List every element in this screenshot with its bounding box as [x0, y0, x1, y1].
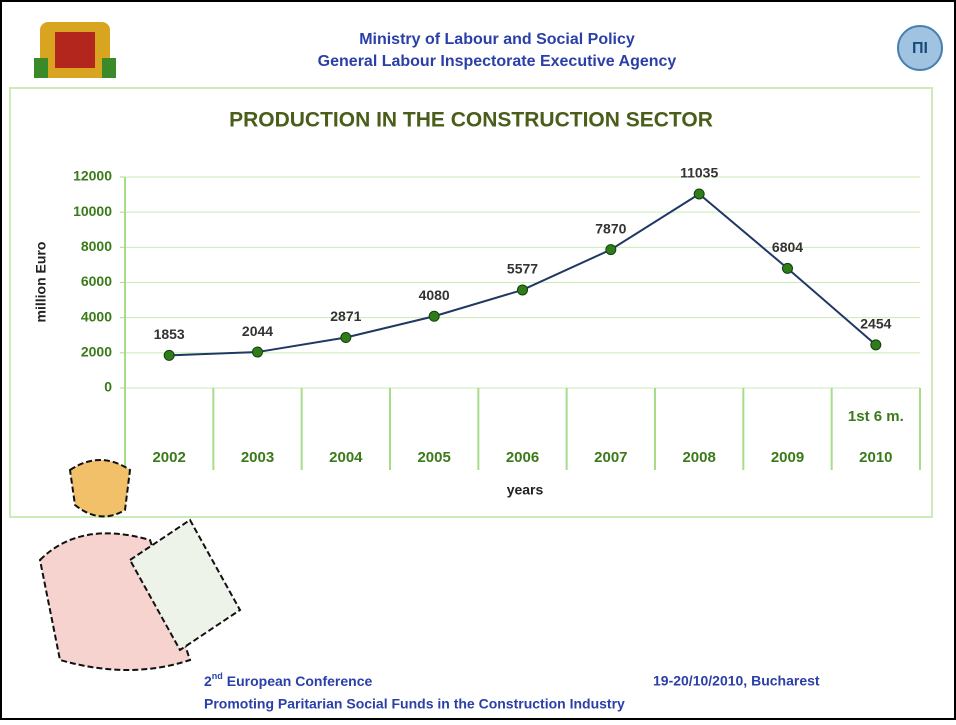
x-tick-label: 2005 [417, 449, 450, 466]
x-tick-label: 2010 [859, 449, 892, 466]
agency-logo: ΠΙ [898, 26, 942, 70]
y-tick-label: 12000 [73, 168, 112, 184]
data-label: 11035 [680, 165, 718, 181]
conference: European Conference [227, 673, 373, 689]
ordinal: 2 [204, 673, 212, 689]
data-point [341, 333, 351, 343]
data-label: 6804 [772, 239, 803, 255]
y-tick-label: 2000 [81, 344, 112, 360]
data-point [871, 340, 881, 350]
footer-subtitle: Promoting Paritarian Social Funds in the… [204, 696, 625, 712]
data-point [164, 350, 174, 360]
data-label: 1853 [154, 326, 185, 342]
x-tick-label: 2007 [594, 449, 627, 466]
data-label: 2871 [330, 308, 361, 324]
data-point [253, 347, 263, 357]
data-label: 2454 [860, 316, 891, 332]
x-tick-label: 2009 [771, 449, 804, 466]
crest-logo [34, 22, 116, 78]
data-label: 7870 [595, 220, 626, 236]
data-point [606, 245, 616, 255]
x-tick-label: 2006 [506, 449, 539, 466]
y-tick-label: 6000 [81, 273, 112, 289]
header-line: Ministry of Labour and Social Policy [359, 31, 635, 48]
footer-text: 2nd European Conference [204, 671, 372, 688]
chart-title: PRODUCTION IN THE CONSTRUCTION SECTOR [229, 109, 713, 132]
footer-dates: 19-20/10/2010, Bucharest [653, 673, 820, 689]
y-tick-label: 10000 [73, 203, 112, 219]
data-point [783, 263, 793, 273]
svg-text:ΠΙ: ΠΙ [912, 40, 928, 57]
y-tick-label: 4000 [81, 308, 112, 324]
data-point [429, 311, 439, 321]
x-tick-label: 2003 [241, 449, 274, 466]
x-tick-label: 2004 [329, 449, 363, 466]
y-tick-label: 8000 [81, 238, 112, 254]
data-label: 4080 [419, 287, 450, 303]
ordinal-suffix: nd [212, 671, 223, 681]
y-axis-label: million Euro [33, 242, 49, 323]
data-point [518, 285, 528, 295]
slide: ΠΙ Ministry of Labour and Social Policy … [0, 0, 956, 720]
x-tick-label: 2002 [152, 449, 185, 466]
data-label: 2044 [242, 323, 273, 339]
data-point [694, 189, 704, 199]
data-label: 5577 [507, 261, 538, 277]
header-line: General Labour Inspectorate Executive Ag… [318, 53, 677, 70]
category-note: 1st 6 m. [848, 408, 904, 425]
x-axis-label: years [507, 482, 544, 498]
x-tick-label: 2008 [682, 449, 715, 466]
y-tick-label: 0 [104, 379, 112, 395]
